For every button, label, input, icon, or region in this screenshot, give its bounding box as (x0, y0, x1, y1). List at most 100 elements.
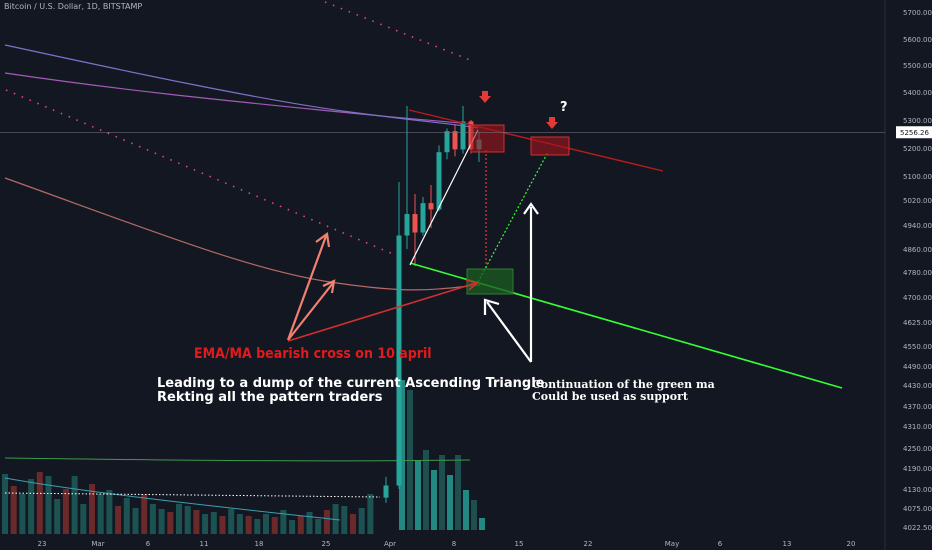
drawings (286, 91, 843, 389)
dotted-trend-upper (324, 1, 471, 61)
annotation-dump-line1: Leading to a dump of the current Ascendi… (157, 376, 545, 391)
arrow-head-icon (322, 279, 336, 294)
volume-bar (439, 455, 445, 530)
volume-bar (141, 494, 148, 534)
down-arrow-icon (546, 117, 558, 129)
volume-bar (132, 508, 139, 534)
volume-bar (306, 512, 313, 534)
ma-cyan (4, 477, 341, 521)
volume-bar (367, 494, 374, 534)
volume-bar (54, 499, 61, 534)
annotation-question-mark: ? (560, 100, 568, 115)
volume-bar (254, 519, 261, 534)
salmon-arrow-line (287, 282, 334, 341)
price-tick-label: 5500.00 (903, 62, 932, 70)
time-tick-label: 23 (38, 540, 47, 548)
volume-bar (115, 506, 122, 534)
volume-bar (271, 517, 278, 534)
volume-bar (184, 506, 191, 534)
volume-bar (89, 484, 95, 534)
price-tick-label: 4940.00 (903, 222, 932, 230)
symbol-title[interactable]: Bitcoin / U.S. Dollar, 1D, BITSTAMP (4, 2, 143, 11)
time-tick-label: Mar (91, 540, 104, 548)
price-tick-label: 4700.00 (903, 294, 932, 302)
volume-bar (45, 476, 52, 534)
time-tick-label: 22 (584, 540, 593, 548)
price-tick-label: 4250.00 (903, 445, 932, 453)
volume-bar (289, 520, 296, 534)
volume-bar (228, 509, 235, 534)
price-tick-label: 4130.00 (903, 486, 932, 494)
salmon-arrow-line (286, 235, 328, 341)
price-tick-label: 5600.00 (903, 36, 932, 44)
ma-brown (4, 177, 481, 291)
volume-bar (80, 504, 87, 534)
price-tick-label: 5400.00 (903, 89, 932, 97)
arrow-head-icon (483, 298, 500, 315)
volume-bar (447, 475, 453, 530)
volume-bar (471, 500, 477, 530)
green-support-box (466, 268, 514, 295)
price-tick-label: 5020.00 (903, 197, 932, 205)
volume-bar (245, 516, 252, 534)
price-tick-label: 5300.00 (903, 117, 932, 125)
volume-bar (431, 470, 437, 530)
moving-averages (4, 1, 481, 521)
volume-bars (2, 380, 485, 534)
price-tick-label: 4190.00 (903, 465, 932, 473)
volume-bar (315, 519, 322, 534)
volume-bar (149, 504, 156, 534)
volume-bar (407, 390, 413, 530)
time-tick-label: 15 (515, 540, 524, 548)
volume-bar (219, 516, 226, 534)
dotted-green-projection (477, 151, 549, 283)
volume-bar (350, 514, 356, 534)
candle-body (396, 235, 402, 486)
volume-bar (479, 518, 485, 530)
dotted-trend-lower (5, 89, 401, 258)
candlesticks (383, 106, 482, 503)
volume-bar (19, 494, 26, 534)
candle-body (428, 203, 434, 210)
annotation-dump-line2: Rekting all the pattern traders (157, 390, 383, 405)
volume-bar (323, 510, 330, 534)
volume-bar (423, 450, 429, 530)
volume-bar (106, 490, 113, 534)
arrow-head-icon (523, 202, 539, 215)
volume-bar (176, 504, 182, 534)
ma-magenta (4, 72, 471, 125)
volume-bar (463, 490, 469, 530)
red-arrow-line (287, 282, 477, 342)
price-tick-label: 4490.00 (903, 363, 932, 371)
ma-purple (4, 44, 479, 129)
red-target-box-future (530, 136, 570, 156)
current-price-label: 5256.26 (900, 129, 929, 137)
annotation-support-line2: Could be used as support (532, 390, 688, 403)
arrow-head-icon (465, 279, 479, 291)
volume-bar (202, 514, 209, 534)
annotation-support-line1: Continuation of the green ma (532, 378, 715, 391)
volume-bar (167, 512, 174, 534)
volume-bar (193, 510, 200, 534)
time-tick-label: 11 (200, 540, 209, 548)
price-tick-label: 4075.00 (903, 505, 932, 513)
volume-bar (280, 510, 287, 534)
candle-body (383, 485, 389, 498)
time-tick-label: Apr (384, 540, 396, 548)
ma-dotted-white (4, 492, 381, 498)
arrow-head-icon (315, 232, 331, 248)
white-arrow-line (486, 301, 532, 363)
price-tick-label: 4430.00 (903, 382, 932, 390)
volume-bar (263, 514, 269, 534)
candle-body (412, 214, 418, 233)
price-tick-label: 4310.00 (903, 423, 932, 431)
candle-body (420, 203, 426, 233)
annotation-bearish-cross: EMA/MA bearish cross on 10 april (194, 346, 432, 362)
volume-bar (415, 460, 421, 530)
volume-bar (332, 504, 339, 534)
time-tick-label: 8 (452, 540, 456, 548)
price-tick-label: 5100.00 (903, 173, 932, 181)
time-tick-label: May (665, 540, 679, 548)
